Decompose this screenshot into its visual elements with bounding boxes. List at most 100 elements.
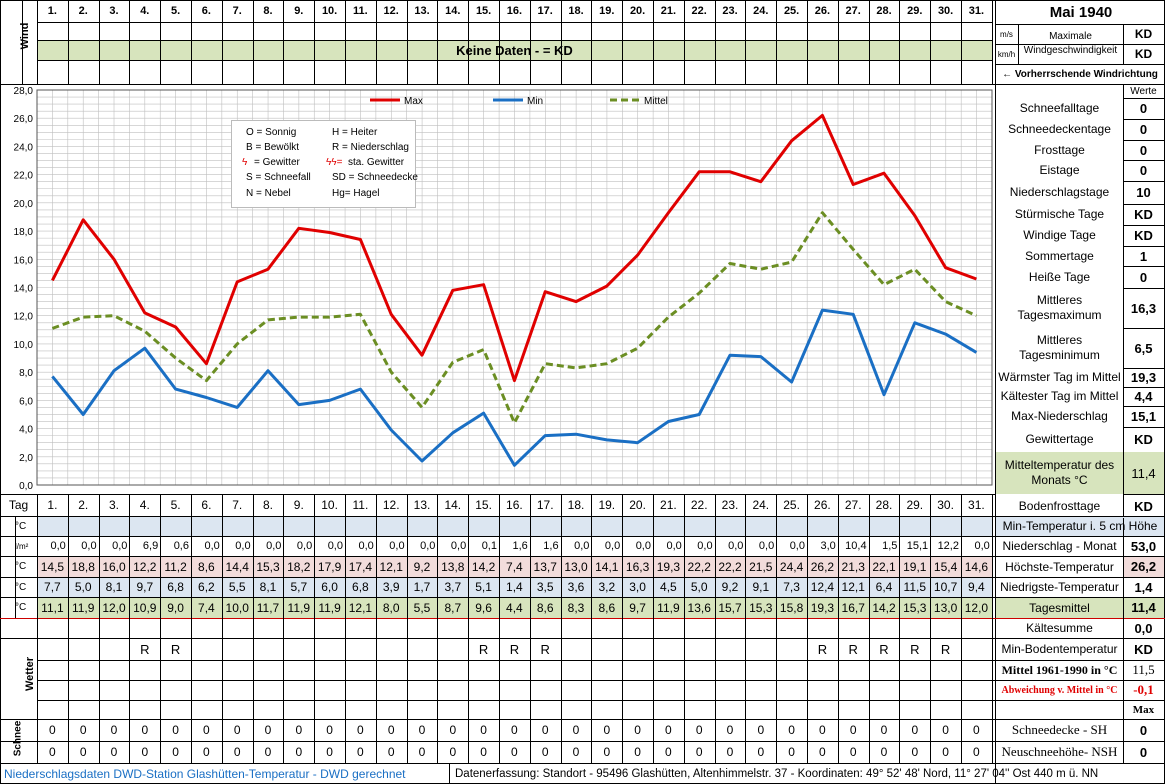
grid-line [653, 494, 654, 763]
stat-value: 1 [1139, 248, 1148, 264]
day-label: 2. [78, 498, 89, 512]
day-header: 10. [321, 5, 338, 17]
grid-line [67, 0, 69, 84]
snow-nsh-cell: 0 [695, 745, 703, 759]
max-cell: 21,5 [749, 559, 773, 574]
day-label: 26. [814, 498, 831, 512]
snow-nsh-cell: 0 [819, 745, 826, 759]
snow-sh-cell: 0 [295, 723, 303, 737]
weather-code: R [170, 641, 181, 657]
day-header: 11. [353, 5, 368, 17]
day-label: 13. [413, 498, 431, 512]
grid-line [449, 763, 450, 784]
snow-nsh-cell: 0 [233, 745, 241, 759]
grid-line [375, 0, 377, 84]
wind-direction-label: ← Vorherrschende Windrichtung [1002, 68, 1158, 80]
mean-cell: 8,6 [598, 600, 616, 615]
y-tick-label: 20,0 [14, 199, 34, 210]
min-cell: 3,2 [598, 580, 616, 594]
grid-line [0, 0, 1, 784]
grid-line [191, 0, 192, 84]
grid-line [0, 556, 1165, 557]
grid-line [1018, 24, 1019, 64]
grid-line [991, 0, 993, 84]
grid-line [22, 0, 23, 84]
grid-line [776, 0, 778, 84]
grid-line [1123, 98, 1124, 518]
y-tick-label: 4,0 [19, 425, 33, 436]
grid-line [930, 0, 932, 84]
weather-code: R [509, 641, 520, 657]
weather-code [776, 638, 807, 660]
grid-line [0, 0, 1165, 1]
mean-cell: 8,6 [536, 600, 554, 615]
grid-line [37, 680, 1165, 681]
grid-line [899, 0, 901, 84]
snow-sh-cell: 0 [141, 723, 149, 737]
mean-cell: 9,6 [475, 600, 492, 615]
min-cell: 5,0 [690, 580, 708, 594]
max-cell: 17,9 [317, 559, 342, 574]
y-tick-label: 8,0 [19, 368, 33, 379]
min-cell: 1,7 [413, 580, 431, 594]
legend-code: sta. Gewitter [348, 157, 405, 168]
max-cell: 13,0 [564, 559, 588, 574]
y-tick-label: 2,0 [19, 453, 33, 464]
snow-nsh-cell: 0 [387, 745, 395, 759]
grid-line [499, 494, 500, 763]
weather-code [591, 638, 622, 660]
day-label: 6. [201, 498, 212, 512]
precip-cell: 0,0 [697, 540, 713, 552]
grid-line [591, 0, 593, 84]
grid-line [745, 494, 747, 763]
stat-value: 0 [1139, 142, 1148, 158]
stat-label: Mitteltemperatur des Monats °C [1004, 458, 1115, 487]
precip-cell: 0,0 [112, 540, 128, 552]
snow-sh-cell: 0 [511, 723, 518, 737]
min-band [37, 577, 992, 597]
grid-line [995, 64, 1165, 65]
mean-band [37, 597, 992, 618]
grid-line [961, 494, 962, 763]
y-tick-label: 22,0 [14, 171, 34, 182]
grid-line [406, 494, 408, 763]
weather-code [745, 638, 776, 660]
day-label: 9. [293, 498, 304, 512]
snow-nsh-cell: 0 [511, 745, 518, 759]
stat-band [996, 98, 1123, 119]
stat-band [996, 288, 1123, 328]
weather-code [345, 638, 376, 660]
weather-code: R [848, 641, 858, 657]
precip-cell: 0,0 [327, 540, 343, 552]
day-header: 1. [47, 5, 57, 17]
mean-cell: 4,4 [506, 600, 523, 615]
grid-line [345, 494, 346, 763]
snow-sh-cell: 0 [819, 723, 826, 737]
wetter-label: Wetter [24, 656, 36, 692]
weather-code: R [940, 641, 951, 657]
day-header: 4. [140, 5, 150, 17]
min-cell: 4,5 [660, 580, 677, 594]
stat-value: KD [1134, 498, 1153, 514]
stat-value: 4,4 [1134, 389, 1153, 404]
grid-line [776, 494, 778, 763]
day-header: 27. [845, 5, 861, 17]
day-header: 22. [691, 5, 707, 17]
snow-nsh-cell: 0 [726, 745, 734, 759]
stat-band [996, 494, 1123, 518]
snow-nsh-cell: 0 [634, 745, 641, 759]
row-total: 53,0 [1130, 538, 1157, 554]
snow-sh-cell: 0 [788, 723, 795, 737]
grid-line [221, 0, 223, 84]
grid-line [191, 494, 192, 763]
mean-cell: 15,3 [903, 600, 927, 615]
mean-cell: 11,9 [657, 600, 680, 615]
grid-line [314, 494, 316, 763]
grid-line [0, 763, 1165, 764]
legend-label: Min [527, 96, 543, 107]
mean-cell: 19,3 [810, 600, 835, 615]
precip-cell: 0,0 [450, 540, 467, 552]
day-header: 15. [475, 5, 492, 17]
grid-line [683, 0, 685, 84]
unit-ms: m/s [1000, 29, 1013, 39]
